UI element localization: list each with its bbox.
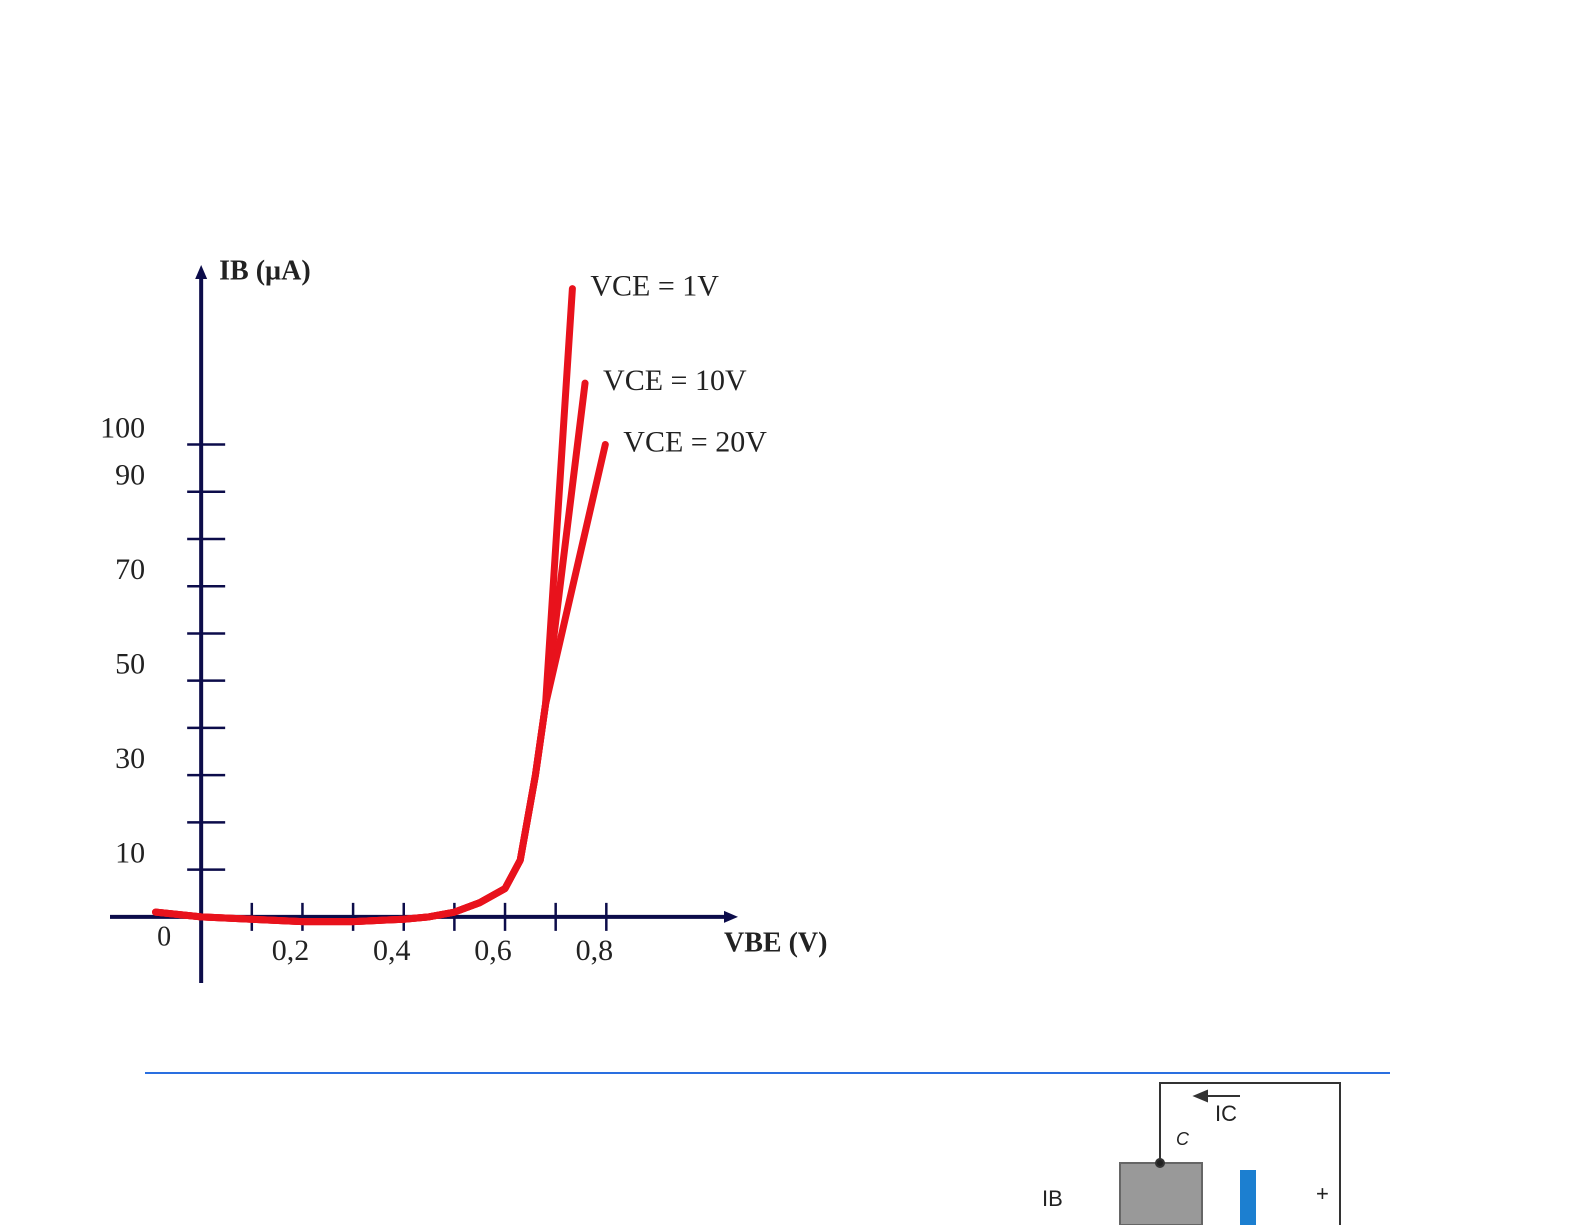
x-axis-label: VBE (V) — [724, 927, 827, 958]
label-ib: IB — [1042, 1186, 1063, 1211]
label-ic: IC — [1215, 1101, 1237, 1126]
y-tick-label: 100 — [100, 411, 145, 444]
chart: IB (µA) VBE (V) 0 10 30 50 70 90 100 0,2 0,4 0,6 0,8… — [100, 255, 827, 983]
legend-label: VCE = 10V — [603, 364, 747, 397]
wire — [1159, 1082, 1341, 1225]
node — [1155, 1158, 1165, 1168]
arrow-head — [1192, 1089, 1208, 1103]
x-tick-label: 0,2 — [272, 934, 310, 967]
label-c: C — [1176, 1129, 1190, 1149]
x-tick-label: 0,4 — [373, 934, 411, 967]
y-tick-label: 50 — [115, 648, 145, 681]
battery — [1240, 1170, 1256, 1225]
y-tick-label: 10 — [115, 837, 145, 870]
label-plus: + — [1316, 1181, 1329, 1206]
x-axis-arrow — [724, 910, 738, 923]
line — [152, 285, 576, 926]
x-tick-label: 0,6 — [474, 934, 512, 967]
legend-label: VCE = 1V — [590, 270, 719, 303]
legend-label: VCE = 20V — [623, 425, 767, 458]
y-axis-label: IB (µA) — [219, 255, 311, 286]
circuit — [1119, 1082, 1341, 1225]
x-tick-label: 0,8 — [576, 934, 614, 967]
line — [152, 441, 609, 926]
y-tick-label: 90 — [115, 459, 145, 492]
y-tick-label: 30 — [115, 742, 145, 775]
y-tick-label: 70 — [115, 553, 145, 586]
origin-label: 0 — [157, 921, 171, 952]
y-axis-arrow — [195, 265, 208, 279]
transistor-box — [1119, 1162, 1203, 1225]
